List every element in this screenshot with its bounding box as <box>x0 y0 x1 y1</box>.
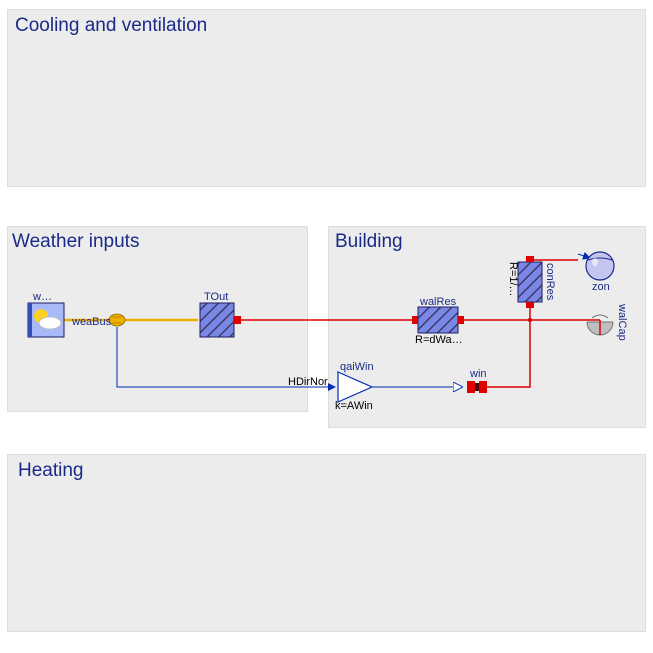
label-conRes-bot: R=1/… <box>507 262 519 297</box>
panel-building <box>328 226 646 428</box>
label-walRes-bot: R=dWa… <box>415 334 463 346</box>
panel-weather <box>7 226 308 412</box>
label-gaiWin-top: qaiWin <box>340 361 374 373</box>
panel-building-title: Building <box>335 231 403 253</box>
panel-cooling-title: Cooling and ventilation <box>15 15 207 37</box>
label-TOut: TOut <box>204 291 228 303</box>
label-weaBus: weaBus <box>72 316 111 328</box>
label-win: win <box>470 368 487 380</box>
label-weaDat: w… <box>33 291 52 303</box>
label-walCap: walCap <box>616 304 628 341</box>
label-zon: zon <box>592 281 610 293</box>
label-gaiWin-bot: k=AWin <box>335 400 373 412</box>
label-walRes-top: walRes <box>420 296 456 308</box>
panel-heating-title: Heating <box>18 460 84 482</box>
panel-heating <box>7 454 646 632</box>
panel-weather-title: Weather inputs <box>12 231 139 253</box>
label-HDirNor: HDirNor <box>288 376 328 388</box>
label-conRes-top: conRes <box>544 263 556 300</box>
